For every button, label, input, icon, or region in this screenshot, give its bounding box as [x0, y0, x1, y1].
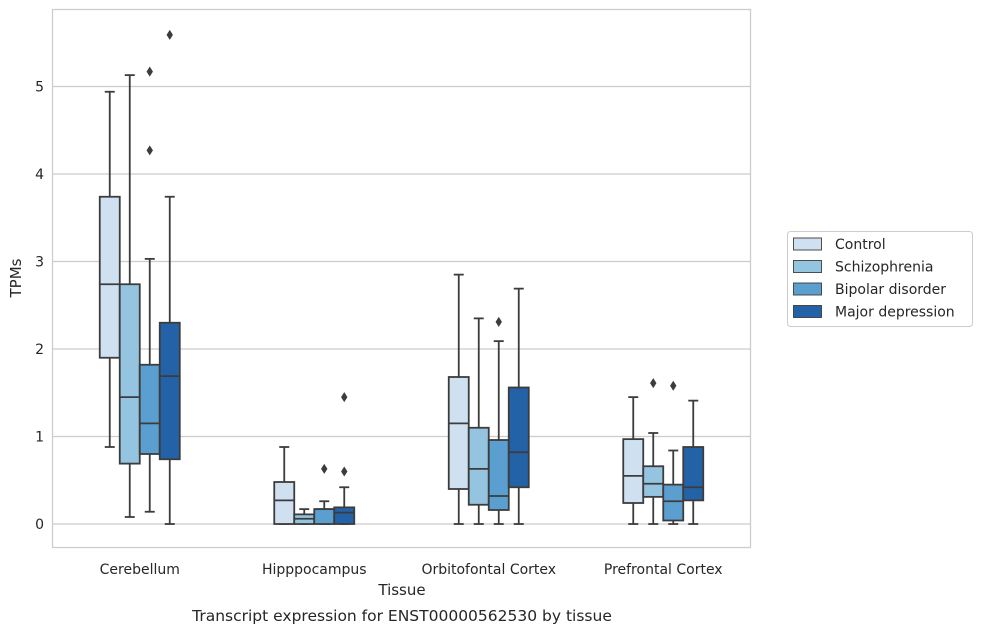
box-body: [467, 426, 490, 506]
outlier-point: [341, 392, 348, 403]
box-body: [313, 508, 336, 525]
y-tick-label: 0: [35, 517, 44, 533]
legend-label: Schizophrenia: [835, 260, 933, 276]
y-tick-label: 1: [35, 430, 44, 446]
outlier-point: [495, 316, 502, 327]
box-3-1: [642, 378, 665, 525]
box-3-2: [662, 380, 685, 525]
x-axis-title: Tissue: [377, 581, 425, 599]
box-1-0: [273, 446, 296, 525]
y-axis-title: TPMs: [7, 258, 25, 298]
gridlines: [52, 85, 751, 525]
legend-label: Major depression: [835, 305, 955, 321]
outlier-point: [670, 380, 677, 391]
box-body: [487, 439, 510, 511]
y-tick-labels: 0 1 2 3 4 5: [35, 80, 44, 534]
legend-swatch: [793, 237, 822, 251]
outlier-point: [166, 29, 173, 40]
box-2-0: [447, 273, 470, 525]
box-0-1: [118, 74, 141, 518]
box-body: [138, 363, 161, 455]
x-tick-label: Prefrontal Cortex: [604, 562, 723, 578]
box-1-2: [313, 463, 336, 525]
y-tick-label: 2: [35, 342, 44, 358]
box-body: [622, 438, 645, 504]
box-2-3: [507, 287, 530, 525]
plot-area-frame: [51, 8, 752, 549]
x-tick-label: Hipppocampus: [262, 562, 367, 578]
x-tick-labels: Cerebellum Hipppocampus Orbitofontal Corte…: [100, 562, 723, 578]
box-body: [662, 483, 685, 522]
x-tick-label: Cerebellum: [100, 562, 180, 578]
legend-swatch: [793, 305, 822, 318]
box-body: [682, 446, 705, 502]
box-body: [642, 465, 665, 498]
box-1-1: [293, 508, 316, 525]
legend-label: Bipolar disorder: [835, 282, 946, 298]
outlier-point: [650, 378, 657, 389]
y-tick-label: 4: [35, 167, 44, 183]
y-tick-label: 5: [35, 80, 44, 96]
outlier-point: [321, 463, 328, 474]
legend-frame: [787, 231, 973, 327]
box-marks: [98, 29, 705, 525]
box-0-2: [138, 66, 161, 513]
box-0-0: [98, 90, 121, 448]
box-body: [273, 481, 296, 525]
y-tick-label: 3: [35, 255, 44, 271]
box-3-0: [622, 396, 645, 525]
chart-caption: Transcript expression for ENST0000056253…: [191, 607, 612, 625]
box-body: [333, 506, 356, 525]
legend-label: Control: [835, 237, 886, 253]
legend: Control Schizophrenia Bipolar disorder Majo…: [787, 231, 973, 327]
box-body: [118, 283, 141, 465]
outlier-point: [341, 466, 348, 477]
box-1-3: [333, 392, 356, 525]
outlier-point: [146, 66, 153, 77]
box-2-2: [487, 316, 510, 525]
box-body: [158, 321, 181, 461]
box-body: [98, 195, 121, 359]
box-3-3: [682, 399, 705, 525]
legend-swatch: [793, 260, 822, 273]
box-body: [507, 386, 530, 489]
box-body: [447, 376, 470, 490]
box-0-3: [158, 29, 181, 525]
legend-swatch: [793, 282, 822, 296]
x-tick-label: Orbitofontal Cortex: [421, 562, 556, 578]
outlier-point: [146, 145, 153, 156]
